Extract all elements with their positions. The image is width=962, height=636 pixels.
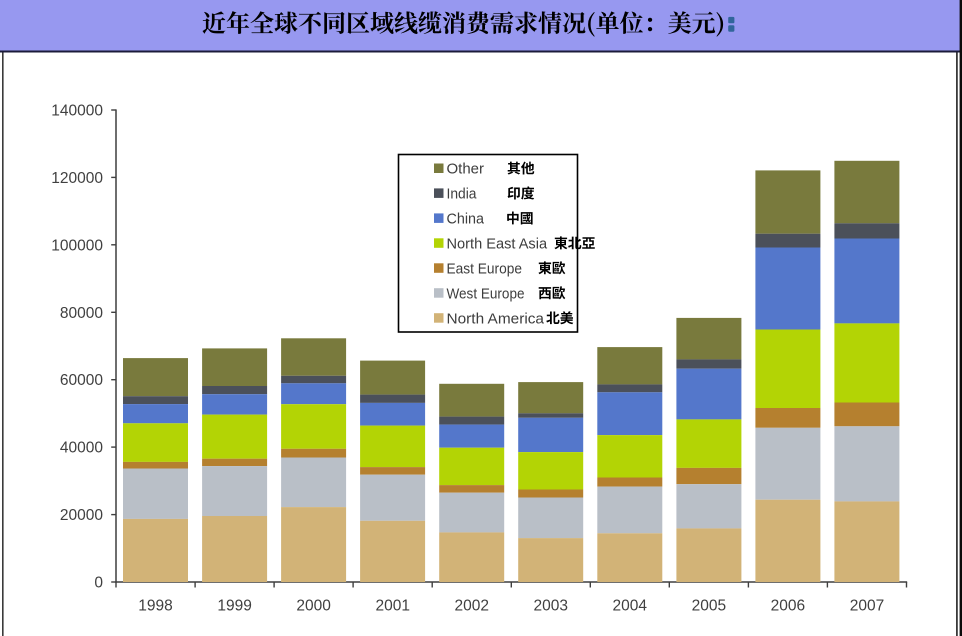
svg-text:2002: 2002	[454, 598, 488, 615]
svg-text:West Europe: West Europe	[447, 285, 525, 302]
svg-text:140000: 140000	[51, 103, 103, 120]
svg-text:North East Asia: North East Asia	[447, 236, 548, 253]
svg-text:2006: 2006	[771, 598, 805, 615]
svg-text:East Europe: East Europe	[447, 261, 523, 278]
svg-text:2004: 2004	[613, 598, 648, 615]
svg-text:2000: 2000	[296, 598, 331, 615]
svg-text:0: 0	[94, 575, 103, 592]
svg-text:120000: 120000	[51, 170, 103, 187]
svg-text:100000: 100000	[51, 237, 103, 254]
svg-text:40000: 40000	[60, 440, 103, 457]
svg-text:2007: 2007	[850, 598, 884, 615]
svg-text:20000: 20000	[60, 507, 103, 524]
svg-text:Other: Other	[447, 161, 485, 178]
svg-text:2003: 2003	[534, 598, 568, 615]
svg-text:India: India	[447, 186, 478, 203]
svg-text:China: China	[447, 211, 485, 228]
svg-text:60000: 60000	[60, 372, 103, 389]
svg-text:2001: 2001	[375, 598, 409, 615]
svg-text:80000: 80000	[60, 305, 103, 322]
svg-text:1999: 1999	[217, 598, 251, 615]
svg-text:2005: 2005	[692, 598, 726, 615]
svg-text:1998: 1998	[138, 598, 172, 615]
svg-text:North America: North America	[447, 310, 545, 327]
